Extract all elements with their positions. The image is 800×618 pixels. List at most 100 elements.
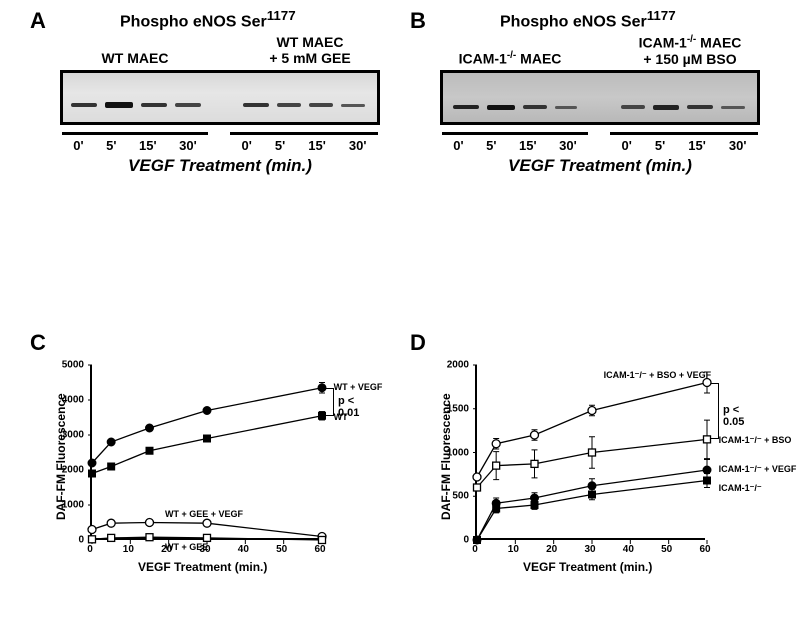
series-label: ICAM-1⁻/⁻	[719, 483, 762, 494]
ytick-label: 5000	[0, 360, 84, 371]
blot-band	[341, 104, 365, 107]
panel-b-title: Phospho eNOS Ser1177	[500, 8, 676, 31]
ytick-label: 1000	[385, 447, 469, 458]
xtick-label: 20	[161, 544, 172, 555]
panel-b-xaxis: VEGF Treatment (min.)	[440, 156, 760, 176]
brace	[326, 388, 334, 416]
time-label: 15'	[308, 138, 326, 153]
chart-d-xticks: 0102030405060	[475, 542, 705, 558]
blot-band	[487, 105, 515, 110]
time-label: 15'	[519, 138, 537, 153]
time-label: 5'	[275, 138, 285, 153]
series-label: ICAM-1⁻/⁻ + BSO + VEGF	[604, 370, 712, 381]
panel-a-title-sup: 1177	[267, 8, 296, 23]
chart-d-yticks: 0500100015002000	[385, 365, 473, 540]
blot-band	[653, 105, 679, 110]
panel-a-times-2: 0'5'15'30'	[230, 138, 378, 153]
xtick-label: 10	[123, 544, 134, 555]
ytick-label: 3000	[0, 430, 84, 441]
panel-a-times-1: 0' 5' 15' 30'	[62, 138, 208, 153]
panel-b-label: B	[410, 8, 426, 34]
blot-band	[523, 105, 547, 109]
panel-b-blot	[440, 70, 760, 125]
panel-a-timebar-2	[230, 132, 378, 135]
panel-a-cond2: WT MAEC + 5 mM GEE	[230, 34, 390, 66]
panel-b-timebar-1	[442, 132, 588, 135]
panel-a-cond2-l2: + 5 mM GEE	[269, 50, 350, 66]
series-label: ICAM-1⁻/⁻ + VEGF	[719, 464, 797, 475]
ytick-label: 2000	[0, 465, 84, 476]
chart-c-xtitle: VEGF Treatment (min.)	[138, 560, 267, 574]
panel-a-title-text: Phospho eNOS Ser	[120, 13, 267, 30]
blot-band	[175, 103, 201, 107]
chart-d: ICAM-1⁻/⁻ + BSO + VEGFICAM-1⁻/⁻ + BSOICA…	[475, 365, 705, 540]
p-value: p < 0.01	[338, 395, 359, 419]
panel-a-cond1: WT MAEC	[60, 50, 210, 66]
time-label: 0'	[622, 138, 632, 153]
blot-band	[243, 103, 269, 107]
panel-a-timebar-1	[62, 132, 208, 135]
time-label: 30'	[729, 138, 747, 153]
blot-band	[453, 105, 479, 109]
ytick-label: 0	[0, 535, 84, 546]
p-value: p < 0.05	[723, 404, 744, 428]
panel-a-blot	[60, 70, 380, 125]
time-label: 15'	[688, 138, 706, 153]
panel-a-xaxis: VEGF Treatment (min.)	[60, 156, 380, 176]
panel-c-label: C	[30, 330, 46, 356]
blot-band	[687, 105, 713, 109]
xtick-label: 0	[87, 544, 93, 555]
series-label: ICAM-1⁻/⁻ + BSO	[719, 435, 792, 446]
panel-b-times-2: 0' 5' 15' 30'	[610, 138, 758, 153]
series-label: WT + GEE + VEGF	[165, 509, 243, 519]
panel-b-cond1: ICAM-1-/- MAEC	[430, 50, 590, 67]
chart-d-xtitle: VEGF Treatment (min.)	[523, 560, 652, 574]
chart-c: WT + VEGFWTWT + GEE + VEGFWT + GEEp < 0.…	[90, 365, 320, 540]
brace	[711, 383, 719, 440]
chart-c-yticks: 010002000300040005000	[0, 365, 88, 540]
xtick-label: 40	[238, 544, 249, 555]
time-label: 5'	[655, 138, 665, 153]
time-label: 5'	[106, 138, 116, 153]
time-label: 30'	[349, 138, 367, 153]
xtick-label: 50	[276, 544, 287, 555]
ytick-label: 0	[385, 535, 469, 546]
ytick-label: 500	[385, 491, 469, 502]
xtick-label: 0	[472, 544, 478, 555]
blot-band	[277, 103, 301, 107]
blot-band	[721, 106, 745, 109]
ytick-label: 1500	[385, 403, 469, 414]
time-label: 0'	[453, 138, 463, 153]
time-label: 5'	[486, 138, 496, 153]
blot-band	[71, 103, 97, 107]
blot-band	[105, 102, 133, 108]
panel-a-cond2-l1: WT MAEC	[277, 34, 344, 50]
xtick-label: 10	[508, 544, 519, 555]
blot-band	[141, 103, 167, 107]
xtick-label: 40	[623, 544, 634, 555]
xtick-label: 60	[699, 544, 710, 555]
ytick-label: 2000	[385, 360, 469, 371]
panel-a-label: A	[30, 8, 46, 34]
xtick-label: 20	[546, 544, 557, 555]
xtick-label: 30	[199, 544, 210, 555]
ytick-label: 1000	[0, 500, 84, 511]
blot-band	[309, 103, 333, 107]
panel-b-timebar-2	[610, 132, 758, 135]
blot-band	[621, 105, 645, 109]
xtick-label: 60	[314, 544, 325, 555]
xtick-label: 30	[584, 544, 595, 555]
ytick-label: 4000	[0, 395, 84, 406]
xtick-label: 50	[661, 544, 672, 555]
time-label: 30'	[559, 138, 577, 153]
time-label: 30'	[179, 138, 197, 153]
chart-d-svg	[477, 365, 707, 540]
blot-band	[555, 106, 577, 109]
chart-c-xticks: 0102030405060	[90, 542, 320, 558]
time-label: 15'	[139, 138, 157, 153]
panel-b-times-1: 0' 5' 15' 30'	[442, 138, 588, 153]
time-label: 0'	[73, 138, 83, 153]
panel-b-title-text: Phospho eNOS Ser	[500, 13, 647, 30]
panel-a-title: Phospho eNOS Ser1177	[120, 8, 296, 31]
panel-b-title-sup: 1177	[647, 8, 676, 23]
